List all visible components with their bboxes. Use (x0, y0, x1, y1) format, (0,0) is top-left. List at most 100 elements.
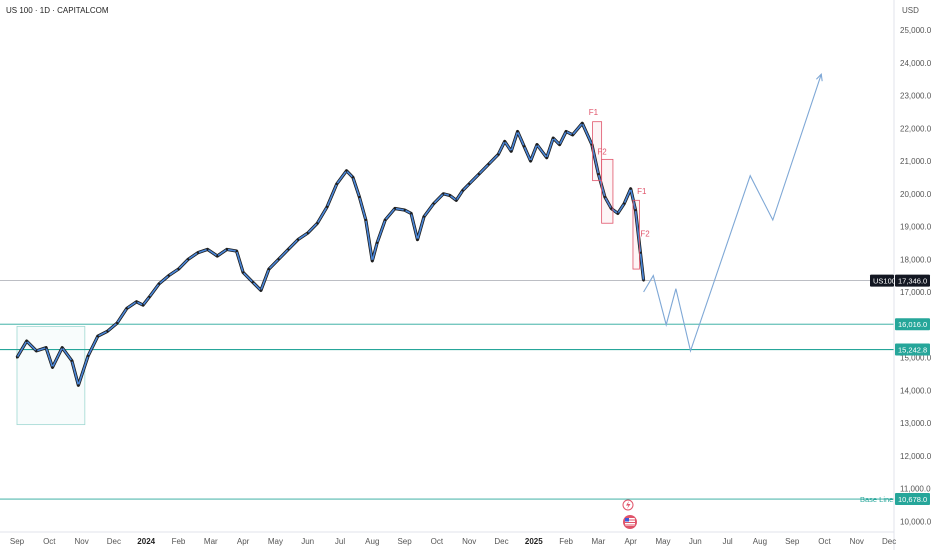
level-price-badge-text: 16,016.0 (898, 320, 927, 329)
price-tick-label: 11,000.0 (900, 485, 931, 494)
time-tick-label: Oct (431, 537, 444, 546)
time-tick-label: Jul (722, 537, 732, 546)
price-point (422, 215, 426, 218)
price-point (393, 207, 397, 210)
price-point (125, 307, 128, 310)
fib-zone-rect[interactable] (601, 158, 614, 224)
price-point (106, 330, 109, 333)
price-tick-label: 19,000.0 (900, 223, 932, 232)
price-point (432, 202, 435, 205)
price-point (455, 199, 458, 202)
time-tick-label: Nov (462, 537, 476, 546)
price-point (597, 173, 600, 176)
time-tick-label: Sep (785, 537, 800, 546)
price-point (616, 212, 619, 215)
price-point (86, 354, 90, 357)
price-point (487, 163, 490, 166)
price-point (610, 207, 613, 210)
price-point (206, 248, 209, 251)
price-point (442, 192, 445, 195)
price-point (351, 176, 355, 179)
price-point (158, 282, 161, 285)
price-tick-label: 24,000.0 (900, 59, 932, 68)
price-point (141, 304, 145, 307)
time-tick-label: 2025 (525, 537, 543, 546)
price-point (51, 366, 54, 369)
projection-path[interactable] (643, 74, 822, 353)
price-point (565, 130, 568, 133)
price-point (306, 231, 309, 235)
price-point (325, 205, 329, 208)
price-tick-label: 21,000.0 (900, 157, 932, 166)
price-tick-label: 25,000.0 (900, 26, 932, 35)
annotation-label: F1 (589, 108, 599, 117)
price-point (35, 349, 38, 353)
time-tick-label: Dec (882, 537, 896, 546)
price-point (345, 169, 348, 172)
price-tick-label: 23,000.0 (900, 92, 932, 101)
price-axis[interactable]: 25,000.0 24,000.0 23,000.0 22,000.0 21,000.0… (900, 26, 932, 526)
price-point (535, 143, 539, 146)
price-point (376, 241, 379, 244)
base-line-label: Base Line (860, 495, 893, 504)
price-point (148, 295, 151, 299)
time-tick-label: Apr (237, 537, 250, 546)
price-point (335, 182, 338, 186)
price-point (116, 322, 119, 325)
level-price-badge (895, 318, 930, 331)
price-point (448, 194, 451, 197)
price-point (623, 202, 626, 205)
price-tick-label: 14,000.0 (900, 386, 932, 395)
time-tick-label: Jun (689, 537, 702, 546)
projection-arrow-head (815, 73, 823, 82)
price-point (187, 258, 190, 261)
price-point (477, 173, 480, 176)
time-tick-label: Sep (397, 537, 412, 546)
price-tick-label: 22,000.0 (900, 124, 932, 133)
fib-zone-rect[interactable] (592, 121, 603, 182)
level-price-badge (895, 343, 930, 356)
price-tick-label: 17,000.0 (900, 288, 932, 297)
time-tick-label: Jun (301, 537, 314, 546)
time-tick-label: May (268, 537, 283, 546)
price-point (316, 222, 319, 225)
price-tick-label: 10,000.0 (900, 517, 932, 526)
price-point (529, 159, 532, 163)
base-line-price-badge (895, 493, 930, 506)
price-point (581, 122, 584, 125)
price-point (225, 248, 229, 251)
fib-zone-rect[interactable] (632, 199, 640, 270)
time-tick-label: Aug (365, 537, 379, 546)
time-tick-label: Apr (624, 537, 637, 546)
price-tick-label: 12,000.0 (900, 452, 932, 461)
level-price-badge-text: 15,242.8 (898, 346, 927, 355)
time-tick-label: Jul (335, 537, 345, 546)
price-point (25, 340, 28, 343)
annotation-label: F1 (637, 187, 647, 196)
chart-title: US 100 · 1D · CAPITALCOM (6, 6, 109, 15)
price-point (96, 335, 99, 338)
time-tick-label: Mar (204, 537, 218, 546)
price-point (277, 258, 280, 261)
us-flag-event-icon[interactable] (623, 515, 637, 529)
price-point (409, 212, 413, 215)
price-tick-label: 15,000.0 (900, 354, 932, 363)
time-tick-label: Sep (10, 537, 25, 546)
price-point (558, 143, 561, 146)
price-point (44, 346, 48, 349)
price-point (516, 130, 519, 133)
annotation-label: F2 (597, 147, 607, 156)
price-point (642, 279, 645, 282)
price-point (403, 209, 406, 212)
price-point (571, 133, 574, 136)
price-point (523, 145, 526, 148)
time-tick-label: May (655, 537, 670, 546)
price-point (639, 251, 642, 254)
price-point (267, 267, 271, 271)
price-point (177, 267, 180, 271)
event-flash-icon[interactable] (622, 499, 634, 511)
time-tick-label: Oct (818, 537, 831, 546)
time-axis[interactable]: Sep Oct Nov Dec 2024 Feb Mar Apr May Jun Jul Aug Sep… (10, 537, 896, 546)
